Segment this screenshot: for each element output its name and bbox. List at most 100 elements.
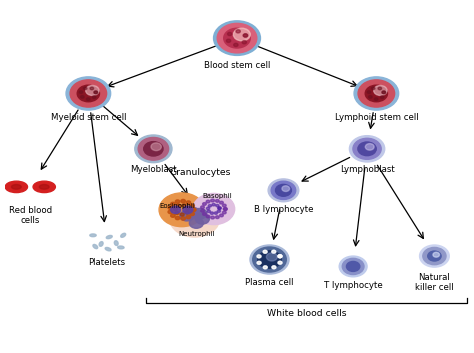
- Circle shape: [180, 210, 194, 221]
- Circle shape: [94, 91, 98, 94]
- Circle shape: [423, 247, 446, 265]
- Circle shape: [208, 204, 211, 207]
- Circle shape: [257, 261, 261, 264]
- Circle shape: [83, 87, 87, 90]
- Text: White blood cells: White blood cells: [267, 309, 346, 318]
- Ellipse shape: [114, 241, 118, 245]
- Circle shape: [189, 218, 203, 228]
- Circle shape: [263, 250, 267, 253]
- Circle shape: [264, 266, 267, 269]
- Circle shape: [195, 214, 210, 224]
- Circle shape: [86, 98, 90, 101]
- Circle shape: [346, 262, 360, 271]
- Circle shape: [206, 200, 210, 203]
- Circle shape: [175, 211, 179, 215]
- Circle shape: [191, 208, 196, 211]
- Text: Myeloblast: Myeloblast: [130, 165, 177, 174]
- Circle shape: [92, 96, 96, 98]
- Ellipse shape: [33, 181, 55, 193]
- Circle shape: [202, 213, 206, 215]
- Circle shape: [213, 20, 261, 56]
- Ellipse shape: [11, 185, 21, 189]
- Circle shape: [278, 261, 282, 264]
- Circle shape: [219, 201, 223, 204]
- Circle shape: [271, 181, 296, 199]
- Circle shape: [210, 216, 214, 219]
- Circle shape: [90, 87, 93, 90]
- Circle shape: [268, 179, 299, 202]
- Circle shape: [217, 210, 220, 213]
- Text: Eosinophil: Eosinophil: [159, 203, 195, 209]
- Circle shape: [186, 207, 190, 210]
- Circle shape: [201, 209, 204, 212]
- Circle shape: [216, 216, 219, 219]
- Circle shape: [180, 213, 184, 216]
- Circle shape: [217, 23, 257, 53]
- Circle shape: [250, 245, 289, 274]
- Circle shape: [86, 85, 99, 95]
- Circle shape: [171, 206, 181, 214]
- Circle shape: [380, 96, 384, 98]
- Circle shape: [234, 43, 238, 47]
- Circle shape: [222, 204, 226, 207]
- Circle shape: [186, 207, 190, 210]
- Circle shape: [168, 210, 173, 214]
- Circle shape: [176, 204, 181, 207]
- Circle shape: [216, 199, 219, 202]
- Circle shape: [278, 255, 282, 258]
- Circle shape: [193, 208, 207, 219]
- Circle shape: [233, 28, 250, 41]
- Circle shape: [365, 144, 374, 150]
- Circle shape: [77, 85, 100, 102]
- Circle shape: [79, 91, 83, 94]
- Text: Blood stem cell: Blood stem cell: [204, 61, 270, 70]
- Circle shape: [175, 216, 180, 220]
- Circle shape: [227, 39, 231, 42]
- Circle shape: [419, 245, 449, 267]
- Circle shape: [236, 30, 240, 33]
- Circle shape: [66, 77, 110, 110]
- Circle shape: [70, 80, 107, 107]
- Circle shape: [171, 214, 175, 217]
- Circle shape: [243, 34, 247, 37]
- Circle shape: [339, 256, 367, 277]
- Circle shape: [219, 214, 223, 217]
- Circle shape: [210, 199, 214, 202]
- Circle shape: [138, 137, 169, 160]
- Circle shape: [272, 266, 276, 269]
- Circle shape: [186, 201, 191, 204]
- Circle shape: [278, 255, 282, 258]
- Circle shape: [201, 206, 204, 209]
- Circle shape: [367, 91, 371, 94]
- Circle shape: [365, 85, 388, 102]
- Circle shape: [428, 251, 441, 261]
- Circle shape: [168, 206, 173, 209]
- Circle shape: [190, 212, 194, 216]
- Circle shape: [272, 266, 276, 269]
- Circle shape: [354, 77, 399, 110]
- Circle shape: [257, 255, 261, 258]
- Circle shape: [175, 200, 180, 203]
- Text: Plasma cell: Plasma cell: [245, 277, 294, 287]
- Circle shape: [182, 204, 186, 207]
- Circle shape: [216, 204, 219, 207]
- Circle shape: [181, 217, 185, 220]
- Circle shape: [374, 98, 378, 101]
- Circle shape: [159, 193, 204, 227]
- Circle shape: [181, 199, 185, 203]
- Circle shape: [278, 255, 282, 258]
- Circle shape: [275, 184, 292, 196]
- Circle shape: [342, 258, 364, 275]
- Circle shape: [272, 250, 276, 253]
- Circle shape: [372, 87, 375, 90]
- Circle shape: [190, 204, 194, 208]
- Circle shape: [382, 91, 385, 94]
- Ellipse shape: [121, 233, 126, 237]
- Ellipse shape: [39, 185, 49, 189]
- Text: Platelets: Platelets: [88, 258, 126, 267]
- Circle shape: [368, 96, 372, 98]
- Circle shape: [170, 200, 219, 237]
- Circle shape: [257, 261, 261, 264]
- Circle shape: [378, 87, 382, 90]
- Text: Red blood
cells: Red blood cells: [9, 206, 52, 225]
